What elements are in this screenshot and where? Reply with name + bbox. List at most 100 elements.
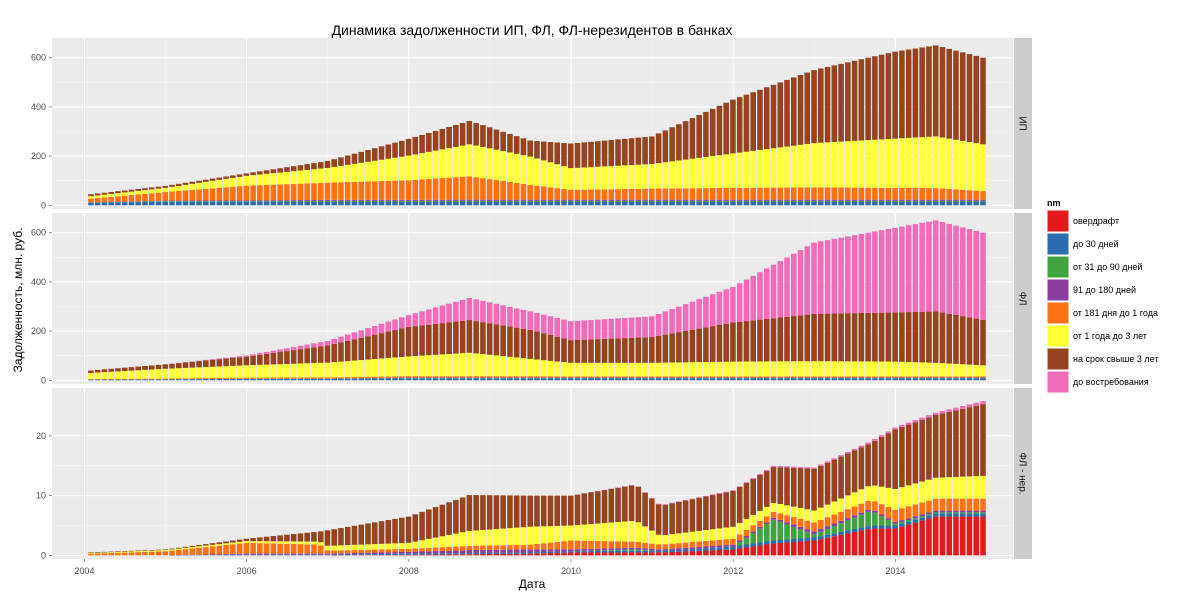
bar-segment [453,553,459,555]
bar-segment [311,347,317,364]
bar-segment [561,552,567,556]
bar-segment [608,200,615,202]
bar-segment [838,199,844,201]
bar-segment [750,533,756,544]
bar-segment [966,364,973,377]
bar-segment [169,184,175,187]
bar-segment [757,89,763,150]
bar-segment [453,146,459,178]
bar-segment [351,544,358,551]
bar-segment [263,536,270,542]
bar-segment [851,448,858,451]
bar-segment [426,151,432,179]
bar-segment [750,525,756,532]
bar-segment [223,544,229,555]
bar-segment [250,538,256,542]
bar-segment [405,200,412,202]
bar-segment [831,533,838,537]
bar-segment [932,415,939,478]
bar-segment [500,552,506,554]
bar-segment [419,355,425,377]
bar-segment [128,550,135,552]
bar-segment [297,553,304,555]
bar-segment [932,201,939,206]
bar-segment [655,534,662,545]
bar-segment [763,469,770,472]
bar-segment [203,188,209,201]
bar-segment [162,364,169,369]
bar-segment [135,190,142,195]
bar-segment [426,324,432,356]
bar-segment [838,201,844,206]
bar-segment [236,377,243,379]
bar-segment [912,378,919,381]
bar-segment [770,84,777,149]
bar-segment [155,378,162,380]
bar-segment [601,338,608,363]
bar-segment [635,164,642,189]
bar-segment [872,200,878,202]
bar-segment [858,530,865,556]
bar-segment [486,323,493,355]
bar-segment [763,268,770,319]
bar-segment [885,361,892,377]
bar-segment [845,530,851,534]
bar-segment [574,362,581,377]
bar-segment [344,554,351,556]
bar-segment [865,201,871,206]
bar-segment [763,378,770,381]
bar-segment [885,518,892,520]
bar-segment [899,199,905,201]
bar-segment [257,543,263,554]
bar-segment [507,133,513,153]
bar-segment [527,358,533,377]
bar-segment [750,531,756,534]
bar-segment [824,201,831,206]
bar-segment [851,376,858,378]
bar-segment [676,160,682,189]
bar-segment [453,200,459,202]
bar-segment [486,495,493,530]
bar-segment [574,551,581,553]
bar-segment [926,417,932,480]
bar-segment [905,49,912,138]
bar-segment [196,361,202,368]
bar-segment [358,151,365,163]
bar-segment [297,363,304,378]
bar-segment [500,495,506,529]
bar-segment [905,201,912,206]
bar-segment [466,553,473,555]
facet-strip [1014,213,1032,384]
bar-segment [946,477,952,499]
bar-segment [818,539,824,556]
bar-segment [851,60,858,141]
bar-segment [473,199,479,201]
bar-segment [743,482,750,484]
bar-segment [534,312,540,332]
bar-segment [709,200,716,202]
bar-segment [169,191,175,201]
bar-segment [263,170,270,174]
bar-segment [878,187,885,200]
bar-segment [899,138,905,188]
bar-segment [243,356,250,366]
bar-segment [230,544,236,554]
x-tick-label: 2010 [561,566,581,576]
bar-segment [412,154,419,180]
bar-segment [365,200,371,202]
bar-segment [365,552,371,555]
bar-segment [331,553,337,555]
bar-segment [628,337,635,363]
bar-segment [108,371,114,379]
bar-segment [527,526,533,545]
bar-segment [655,549,662,552]
y-tick-label: 600 [31,53,46,63]
bar-segment [554,317,561,337]
bar-segment [824,142,831,188]
bar-segment [743,529,750,536]
bar-segment [797,529,804,539]
bar-segment [601,362,608,377]
bar-segment [581,524,588,541]
bar-segment [919,222,925,312]
bar-segment [392,199,398,201]
